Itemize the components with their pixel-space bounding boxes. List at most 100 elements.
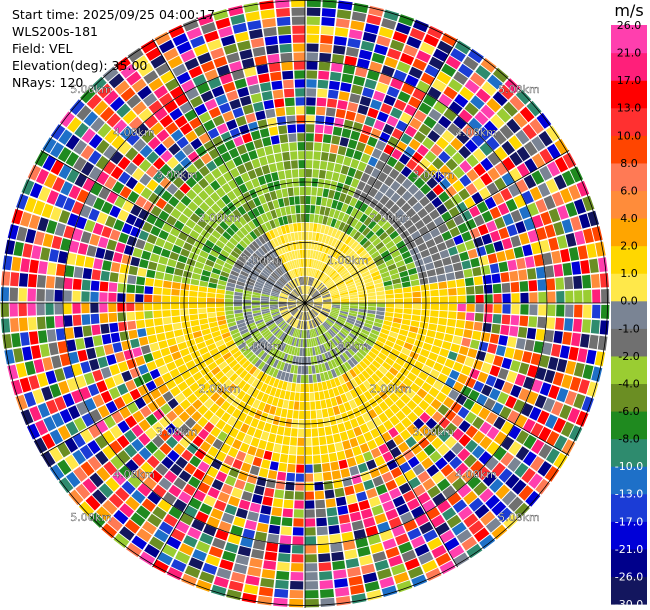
velocity-gate xyxy=(392,235,403,245)
velocity-gate xyxy=(391,250,401,259)
velocity-gate xyxy=(362,31,377,43)
velocity-gate xyxy=(306,285,308,294)
velocity-gate xyxy=(305,296,311,303)
velocity-gate xyxy=(536,112,552,129)
velocity-gate xyxy=(200,153,212,165)
velocity-gate xyxy=(498,227,510,240)
velocity-gate xyxy=(336,281,345,287)
velocity-gate xyxy=(306,0,321,8)
velocity-gate xyxy=(510,235,521,248)
velocity-gate xyxy=(119,125,134,140)
velocity-gate xyxy=(278,34,292,44)
velocity-gate xyxy=(316,270,321,279)
velocity-gate xyxy=(373,278,383,285)
velocity-gate xyxy=(306,285,309,294)
velocity-gate xyxy=(120,64,137,79)
velocity-gate xyxy=(418,123,432,136)
velocity-gate xyxy=(198,111,212,124)
velocity-gate xyxy=(535,266,546,279)
velocity-gate xyxy=(216,64,231,77)
velocity-gate xyxy=(210,191,221,203)
velocity-gate xyxy=(297,250,301,259)
colorbar-tick-label: -10.0 xyxy=(615,460,643,473)
velocity-gate xyxy=(543,195,556,210)
velocity-gate xyxy=(316,196,322,206)
velocity-gate xyxy=(322,188,330,198)
velocity-gate xyxy=(358,264,367,272)
velocity-gate xyxy=(518,269,528,281)
velocity-gate xyxy=(395,240,406,249)
velocity-gate xyxy=(394,161,405,173)
velocity-gate xyxy=(113,119,128,134)
velocity-gate xyxy=(538,130,553,147)
velocity-gate xyxy=(492,91,508,107)
velocity-gate xyxy=(286,272,292,281)
velocity-gate xyxy=(310,268,315,277)
velocity-gate xyxy=(130,226,141,238)
velocity-gate xyxy=(330,292,340,296)
velocity-gate xyxy=(412,19,429,33)
velocity-gate xyxy=(238,255,247,264)
velocity-gate xyxy=(272,271,280,279)
velocity-gate xyxy=(305,267,307,276)
velocity-gate xyxy=(362,240,372,249)
velocity-gate xyxy=(321,263,328,272)
velocity-gate xyxy=(235,115,247,127)
velocity-gate xyxy=(433,101,447,115)
velocity-gate xyxy=(509,167,522,182)
velocity-gate xyxy=(271,80,283,90)
velocity-gate xyxy=(154,143,167,156)
velocity-gate xyxy=(228,5,244,17)
velocity-gate xyxy=(141,250,152,261)
velocity-gate xyxy=(531,153,546,169)
velocity-gate xyxy=(288,297,297,301)
velocity-gate xyxy=(424,202,436,214)
velocity-gate xyxy=(126,94,142,109)
velocity-gate xyxy=(269,275,277,282)
velocity-gate xyxy=(331,294,340,298)
velocity-gate xyxy=(136,276,146,286)
velocity-gate xyxy=(312,292,319,298)
velocity-gate xyxy=(506,118,521,134)
velocity-gate xyxy=(308,287,313,295)
velocity-gate xyxy=(449,226,461,238)
velocity-gate xyxy=(114,80,130,95)
velocity-gate xyxy=(207,292,216,298)
velocity-gate xyxy=(496,251,507,262)
velocity-gate xyxy=(288,196,295,206)
velocity-gate xyxy=(132,167,145,181)
velocity-gate xyxy=(130,256,141,267)
velocity-gate xyxy=(33,231,45,246)
velocity-gate xyxy=(531,241,542,255)
velocity-gate xyxy=(338,221,346,231)
velocity-gate xyxy=(93,197,105,211)
velocity-gate xyxy=(452,180,465,193)
velocity-gate xyxy=(319,43,333,53)
velocity-gate xyxy=(322,275,329,283)
velocity-gate xyxy=(467,248,478,259)
velocity-gate xyxy=(150,122,164,136)
velocity-gate xyxy=(377,299,386,303)
velocity-gate xyxy=(182,143,195,156)
velocity-gate xyxy=(421,214,433,225)
velocity-gate xyxy=(334,27,349,37)
velocity-gate xyxy=(496,108,512,123)
velocity-gate xyxy=(486,136,500,151)
velocity-gate xyxy=(269,219,276,229)
velocity-gate xyxy=(146,151,159,164)
velocity-gate xyxy=(493,293,502,303)
velocity-gate xyxy=(315,281,322,289)
velocity-gate xyxy=(180,49,196,63)
velocity-gate xyxy=(341,128,352,139)
velocity-gate xyxy=(190,95,203,108)
velocity-gate xyxy=(305,285,307,294)
velocity-gate xyxy=(174,238,185,248)
velocity-gate xyxy=(169,251,180,261)
velocity-gate xyxy=(204,69,219,81)
velocity-gate xyxy=(266,154,276,164)
velocity-gate xyxy=(184,57,200,71)
velocity-gate xyxy=(126,235,138,247)
velocity-gate xyxy=(318,261,323,270)
velocity-gate xyxy=(232,156,243,167)
velocity-gate xyxy=(165,122,179,135)
